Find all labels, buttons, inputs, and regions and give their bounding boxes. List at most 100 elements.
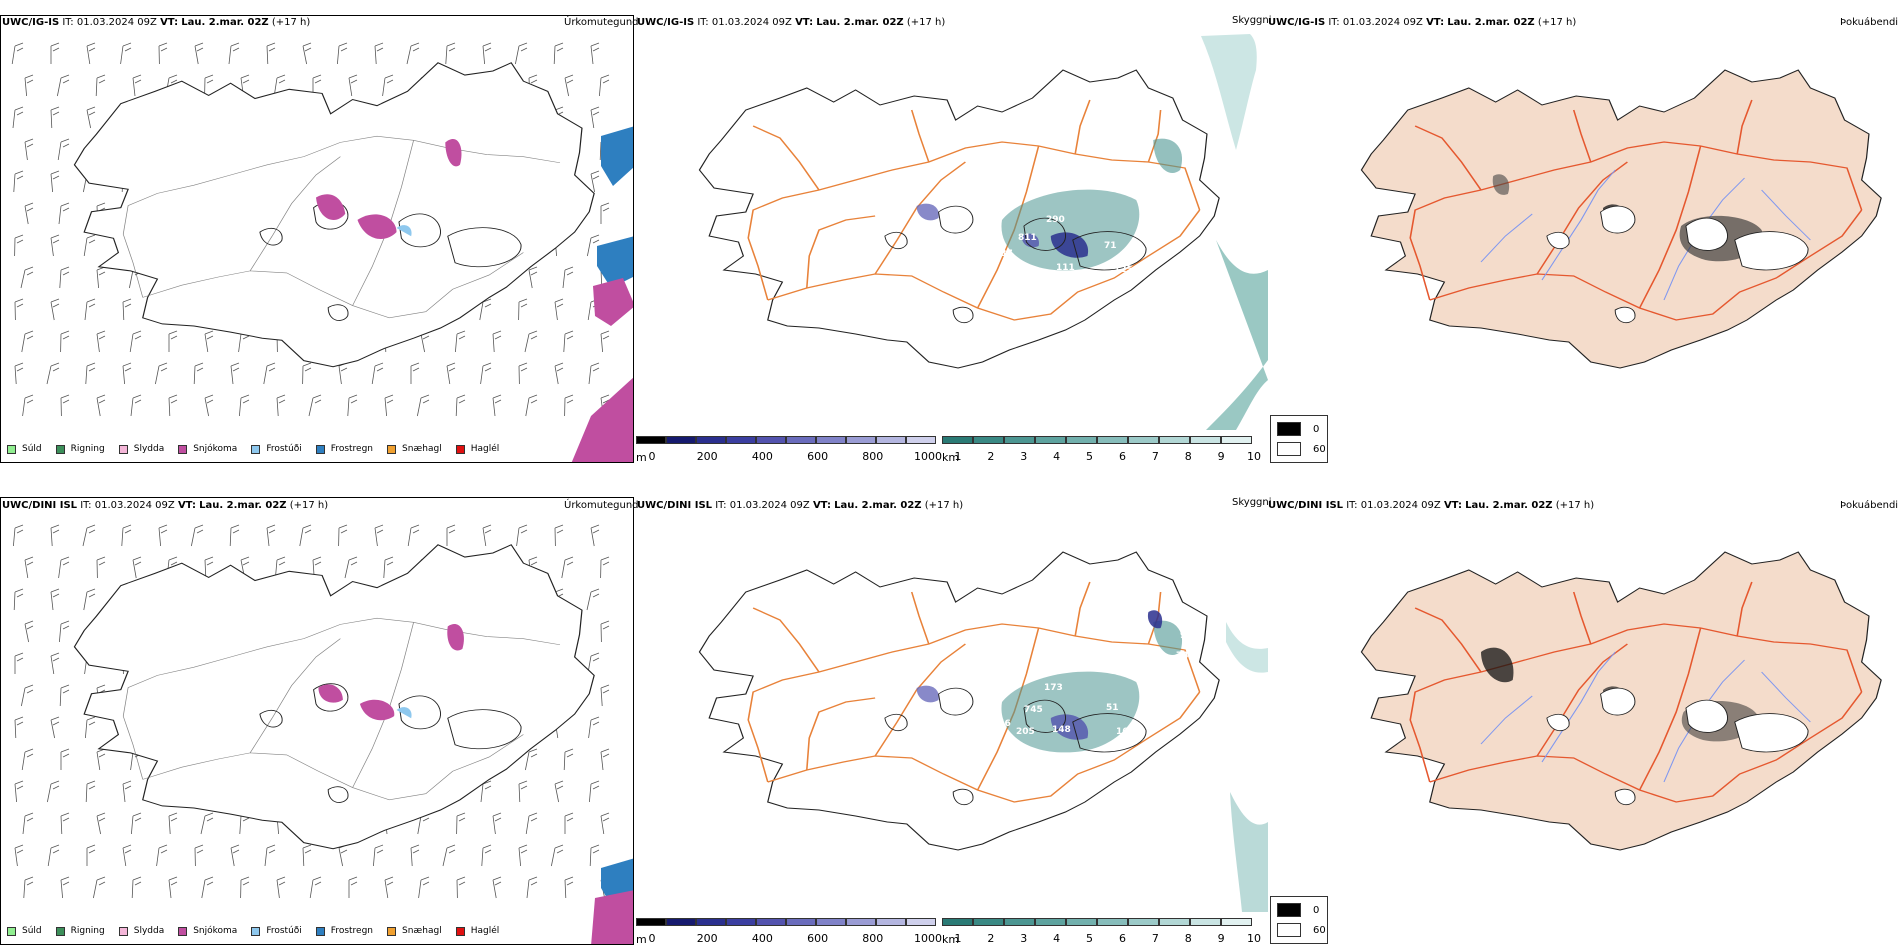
colorbar-segment (696, 918, 726, 926)
cloud-label: 356 (992, 719, 1011, 729)
fog-legend: 0 60 (1270, 415, 1328, 463)
colorbar-tick: 9 (1217, 450, 1225, 463)
fog-label: 0 (1313, 423, 1320, 435)
wind-barb (96, 394, 106, 417)
wind-barb (589, 844, 600, 867)
wind-barb (96, 330, 106, 353)
wind-barb (204, 330, 214, 353)
wind-barb (132, 74, 142, 97)
legend-label: Slydda (133, 444, 165, 454)
snowfall-areas (316, 138, 462, 240)
colorbar-tick: 8 (1184, 932, 1192, 945)
colorbar-segment (726, 918, 756, 926)
row2-panel3-title: Þokuábendi (1840, 500, 1899, 511)
wind-barb (309, 876, 322, 899)
wind-barb (47, 844, 60, 867)
wind-barb (50, 524, 60, 547)
cloud-label: 71 (1104, 241, 1117, 251)
colorbar-segment (942, 436, 973, 444)
row2-panel2-title: Skyggni (1232, 497, 1272, 508)
wind-barb (384, 394, 394, 417)
colorbar-tick: 6 (1118, 932, 1126, 945)
fog-legend: 0 60 (1270, 896, 1328, 944)
wind-barb (418, 876, 430, 899)
row2-panel2-header: UWC/DINI ISL IT: 01.03.2024 09Z VT: Lau.… (637, 500, 964, 511)
wind-barb (374, 42, 384, 65)
legend-item: Slydda (118, 926, 164, 936)
row1-panel2-header: UWC/IG-IS IT: 01.03.2024 09Z VT: Lau. 2.… (637, 17, 946, 28)
wind-barb (22, 394, 34, 417)
wind-barb (600, 748, 610, 771)
legend-swatch (178, 444, 188, 454)
legend-item: Snjókoma (178, 444, 237, 454)
colorbar-segment (1128, 918, 1159, 926)
colorbar-segment (973, 918, 1004, 926)
wind-barb (525, 748, 538, 771)
wind-barb (86, 42, 96, 65)
wind-barb (263, 362, 276, 385)
wind-barb (590, 170, 600, 193)
wind-barb (122, 298, 132, 321)
row2-panel3-header: UWC/DINI ISL IT: 01.03.2024 09Z VT: Lau.… (1268, 500, 1595, 511)
wind-barb (24, 138, 34, 161)
wind-barb (445, 42, 456, 65)
cloud-label: 290 (1046, 215, 1065, 225)
wind-barb (554, 362, 564, 385)
colorbar-tick: 5 (1086, 932, 1094, 945)
legend-swatch (387, 444, 397, 454)
wind-barb (191, 524, 204, 547)
wind-barb (83, 588, 96, 611)
legend-item: Súld (7, 926, 42, 936)
cloud-label: 51 (1106, 703, 1119, 713)
colorbar-segment (1066, 918, 1097, 926)
wind-barb (200, 812, 214, 835)
colorbar-segment (876, 436, 906, 444)
wind-barb (46, 362, 60, 385)
wind-barb (83, 234, 96, 257)
wind-barb (47, 780, 60, 803)
wind-barb (481, 844, 492, 867)
wind-barb (600, 556, 610, 579)
wind-barb (158, 42, 168, 65)
wind-barb (85, 362, 96, 385)
row1-panel2-title: Skyggni (1232, 15, 1272, 26)
fog-map-2 (1268, 512, 1900, 912)
fog-legend-row: 0 (1277, 903, 1319, 917)
wind-barb (599, 74, 610, 97)
wind-barb (21, 748, 34, 771)
wind-barb (299, 524, 312, 547)
legend-item: Haglél (455, 444, 499, 454)
wind-barb (590, 524, 600, 547)
wind-barb (525, 394, 538, 417)
colorbar-segment (1004, 918, 1035, 926)
legend-item: Slydda (118, 444, 165, 454)
wind-barb (86, 106, 96, 129)
wind-barb (50, 716, 60, 739)
visibility-colorbar: km 1 2 3 4 5 6 7 8 9 10 (942, 918, 1268, 948)
wind-barb (24, 620, 34, 643)
wind-barb (446, 362, 456, 385)
wind-barb (50, 106, 60, 129)
cloud-label: 165 (1116, 727, 1135, 737)
colorbar-segment (1004, 436, 1035, 444)
legend-label: Súld (22, 926, 42, 936)
legend-label: Haglél (470, 926, 500, 936)
wind-barb (302, 42, 312, 65)
cloud-label: 149 (1020, 267, 1039, 277)
wind-barb (600, 684, 610, 707)
colorbar-segment (636, 436, 666, 444)
wind-barb (96, 748, 106, 771)
legend-item: Rigning (55, 926, 105, 936)
colorbar-tick: 4 (1053, 450, 1061, 463)
fog-swatch (1277, 442, 1301, 456)
wind-barb (60, 812, 70, 835)
wind-barb (85, 780, 96, 803)
colorbar-tick: 4 (1053, 932, 1061, 945)
wind-barb (524, 330, 538, 353)
colorbar-segment (1066, 436, 1097, 444)
wind-barb (156, 844, 168, 867)
wind-barb (589, 780, 600, 803)
wind-barb (515, 42, 528, 65)
wind-barb (563, 748, 574, 771)
wind-barb (564, 394, 574, 417)
